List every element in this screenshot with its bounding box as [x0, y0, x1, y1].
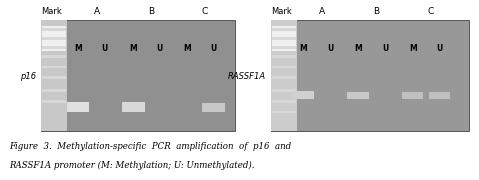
Bar — [272, 66, 296, 68]
Bar — [42, 37, 66, 40]
Bar — [272, 28, 296, 31]
Bar — [42, 26, 66, 51]
Text: A: A — [319, 7, 325, 16]
Bar — [42, 89, 66, 92]
Bar — [42, 46, 66, 49]
Text: M: M — [354, 44, 362, 53]
Bar — [347, 92, 369, 99]
Bar — [42, 66, 66, 68]
Text: U: U — [210, 44, 217, 53]
Bar — [42, 55, 66, 58]
Bar — [272, 100, 296, 103]
Text: RASSF1A promoter (M: Methylation; U: Unmethylated).: RASSF1A promoter (M: Methylation; U: Unm… — [10, 161, 255, 170]
Text: Mark: Mark — [271, 7, 292, 16]
Text: A: A — [94, 7, 100, 16]
Bar — [41, 20, 67, 131]
Text: p16: p16 — [20, 72, 36, 81]
Bar — [272, 55, 296, 58]
Bar — [271, 20, 469, 131]
Bar — [42, 28, 66, 31]
Text: M: M — [299, 44, 307, 53]
Text: RASSF1A: RASSF1A — [228, 72, 266, 81]
Bar — [272, 37, 296, 40]
Bar — [429, 92, 450, 99]
Text: C: C — [202, 7, 208, 16]
Text: U: U — [382, 44, 388, 53]
Bar — [42, 76, 66, 79]
Bar — [402, 92, 423, 99]
Text: U: U — [101, 44, 108, 53]
Bar — [41, 20, 235, 131]
Bar — [272, 76, 296, 79]
Text: U: U — [436, 44, 443, 53]
Text: B: B — [148, 7, 154, 16]
Bar — [67, 102, 89, 112]
Text: M: M — [129, 44, 137, 53]
Text: M: M — [74, 44, 82, 53]
Bar — [122, 102, 145, 112]
Bar — [272, 46, 296, 49]
Bar — [272, 26, 296, 51]
Bar — [272, 111, 296, 113]
Text: U: U — [156, 44, 163, 53]
Text: B: B — [374, 7, 379, 16]
Text: M: M — [409, 44, 417, 53]
Bar — [202, 103, 225, 112]
Bar — [42, 100, 66, 103]
Text: Figure  3.  Methylation-specific  PCR  amplification  of  p16  and: Figure 3. Methylation-specific PCR ampli… — [10, 142, 292, 151]
Text: C: C — [427, 7, 433, 16]
Bar — [271, 20, 297, 131]
Text: U: U — [327, 44, 334, 53]
Bar — [293, 91, 314, 99]
Text: Mark: Mark — [41, 7, 62, 16]
Text: M: M — [183, 44, 191, 53]
Bar — [272, 89, 296, 92]
